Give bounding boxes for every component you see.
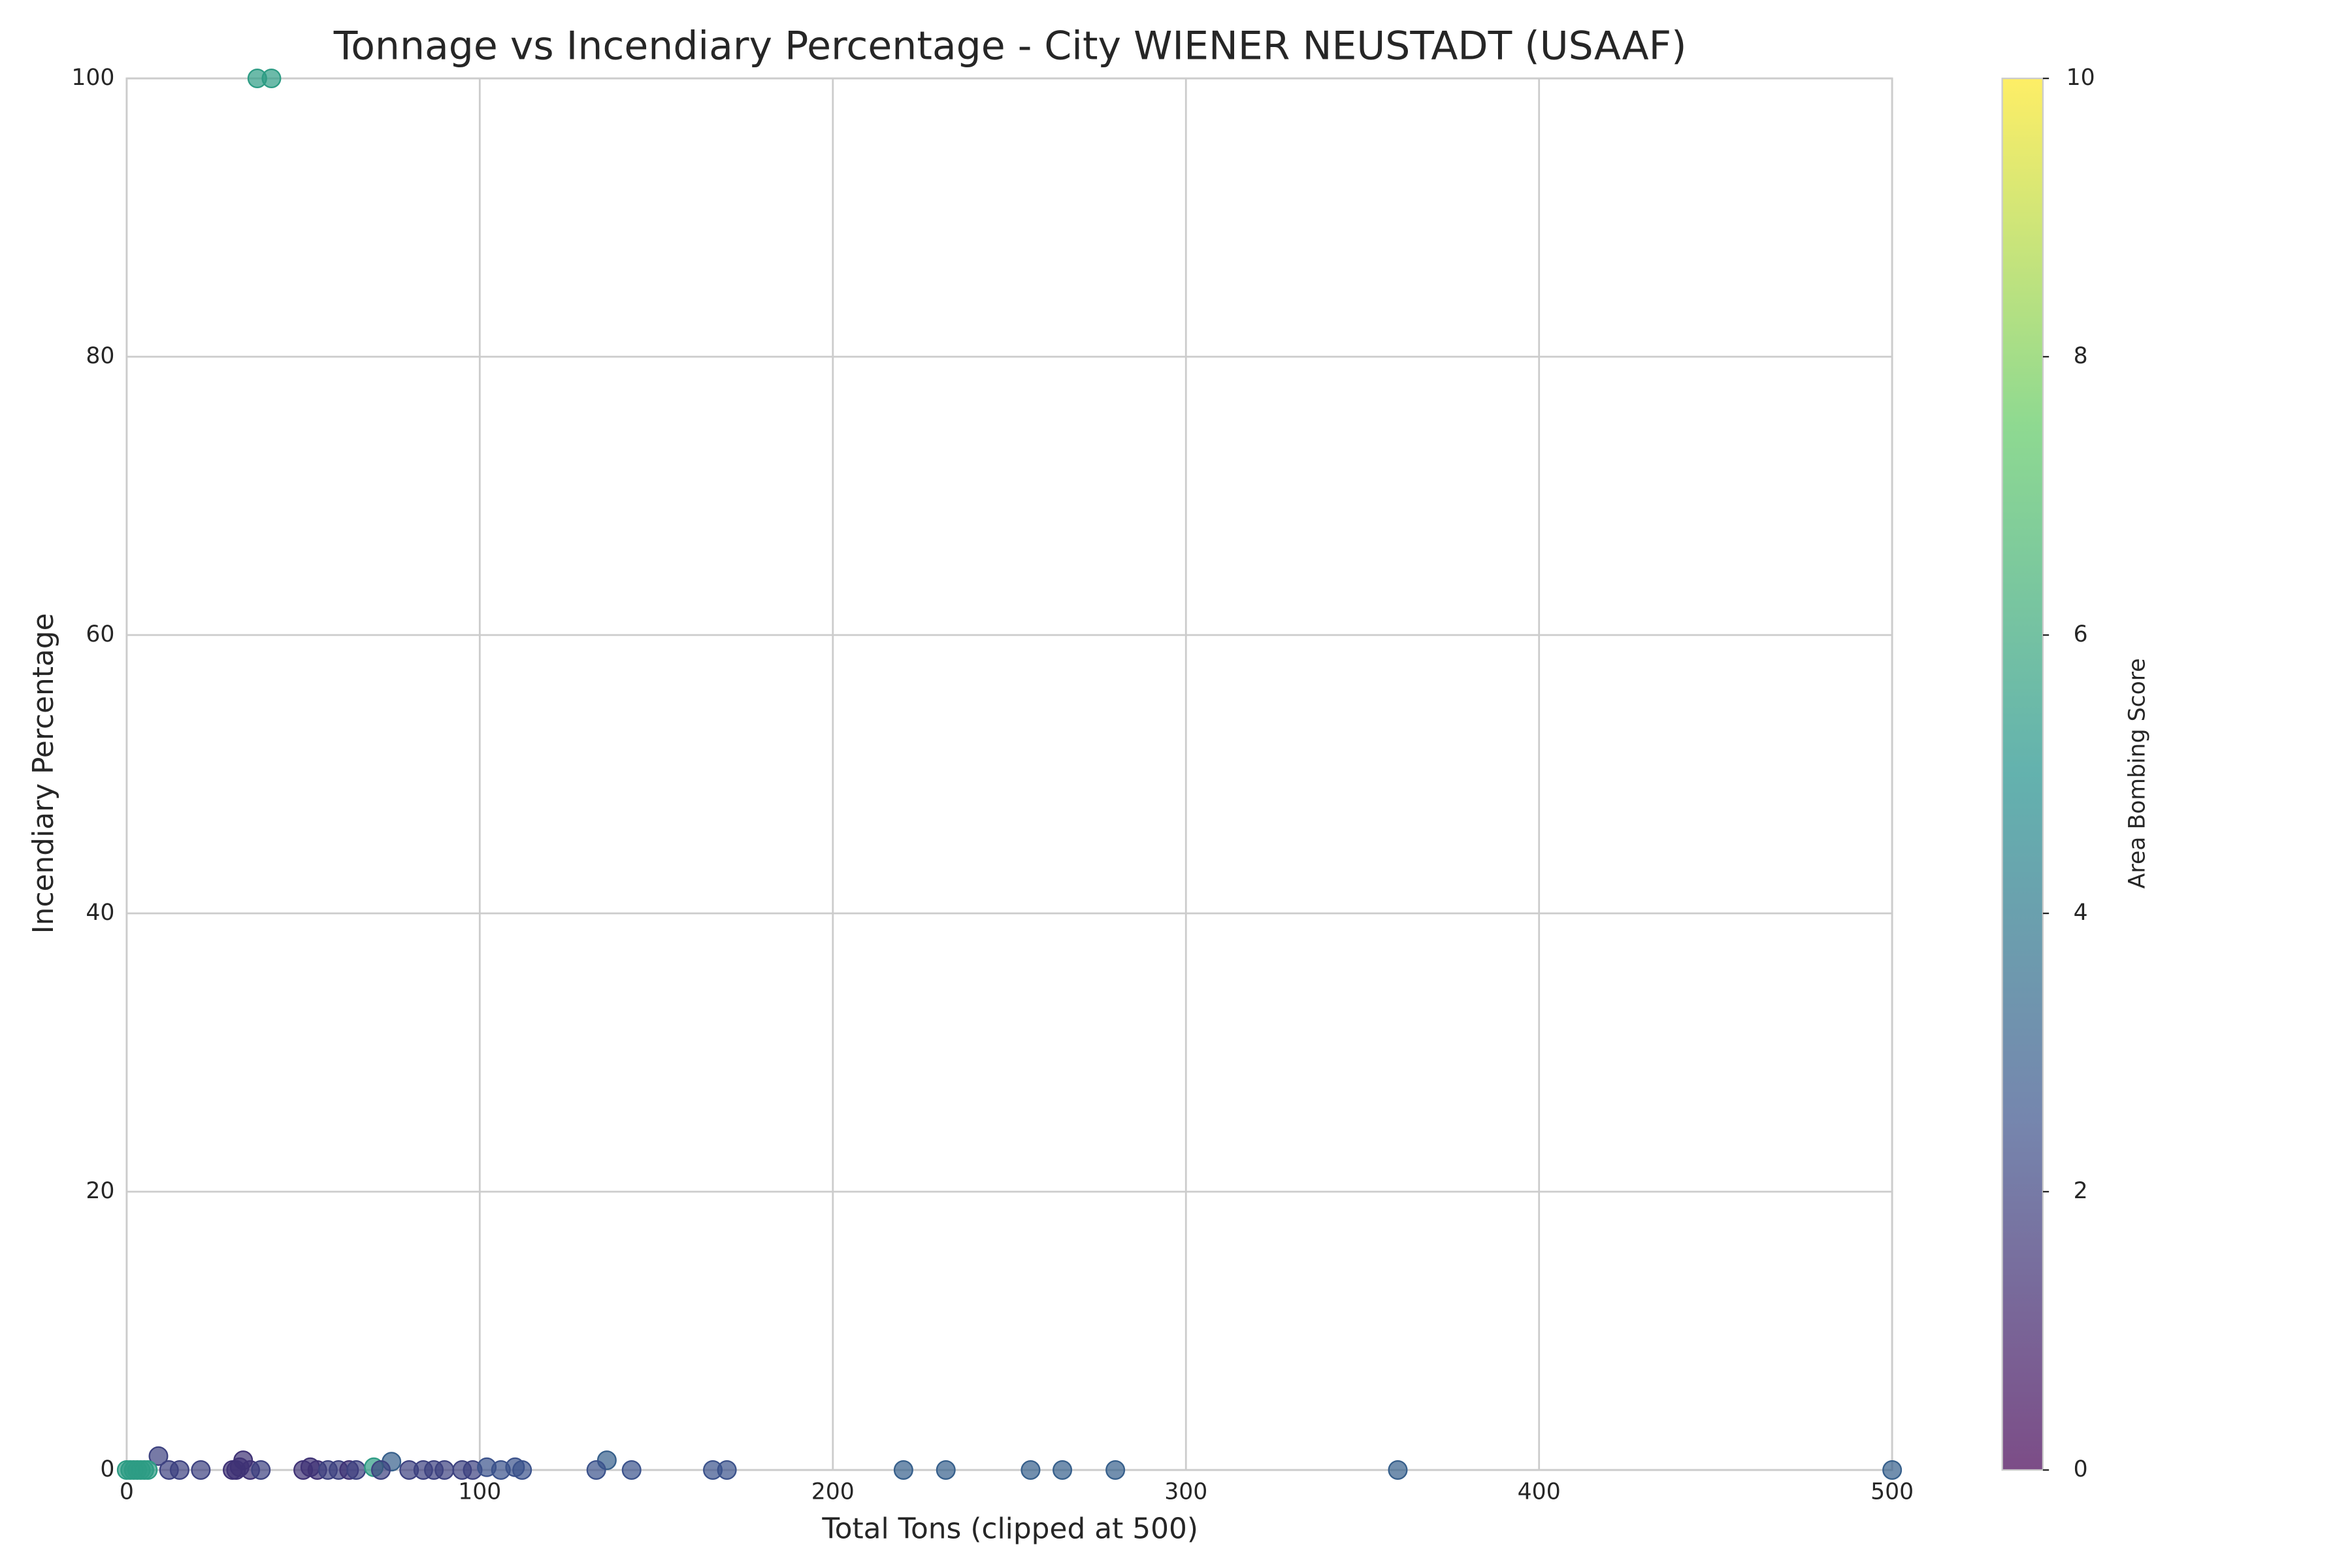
point — [621, 1460, 642, 1480]
point — [1882, 1460, 1903, 1480]
y-tick-label: 40 — [86, 900, 114, 926]
x-tick-label: 300 — [1164, 1479, 1207, 1505]
x-tick-label: 200 — [811, 1479, 855, 1505]
point — [261, 68, 282, 88]
x-tick-label: 0 — [120, 1479, 134, 1505]
point — [1021, 1460, 1041, 1480]
point — [512, 1460, 532, 1480]
colorbar-tick-label: 8 — [2074, 343, 2088, 369]
colorbar-label: Area Bombing Score — [2124, 658, 2150, 889]
colorbar-tick-label: 4 — [2074, 900, 2088, 926]
y-tick-label: 100 — [71, 65, 114, 91]
y-tick-label: 80 — [86, 343, 114, 369]
chart-title: Tonnage vs Incendiary Percentage - City … — [333, 23, 1687, 69]
y-tick-label: 60 — [86, 621, 114, 647]
x-tick-label: 400 — [1518, 1479, 1561, 1505]
x-tick-label: 100 — [458, 1479, 501, 1505]
x-tick-label: 500 — [1870, 1479, 1914, 1505]
point — [191, 1460, 211, 1480]
y-axis-label: Incendiary Percentage — [27, 613, 60, 934]
point — [148, 1446, 169, 1466]
colorbar-tick-label: 2 — [2074, 1178, 2088, 1204]
point — [1388, 1460, 1408, 1480]
point — [717, 1460, 737, 1480]
point — [1105, 1460, 1126, 1480]
point — [251, 1460, 271, 1480]
colorbar-tick-label: 6 — [2074, 621, 2088, 647]
point — [169, 1460, 189, 1480]
y-tick-label: 20 — [86, 1178, 114, 1204]
point — [434, 1460, 455, 1480]
x-axis-label: Total Tons (clipped at 500) — [821, 1512, 1198, 1545]
point — [586, 1460, 606, 1480]
colorbar-tick-label: 0 — [2074, 1456, 2088, 1482]
plot-frame — [125, 77, 1893, 1471]
colorbar — [2001, 77, 2044, 1471]
point — [936, 1460, 956, 1480]
point — [1053, 1460, 1073, 1480]
point — [346, 1460, 367, 1480]
point — [138, 1460, 158, 1480]
point — [893, 1460, 913, 1480]
point — [370, 1460, 391, 1480]
colorbar-tick-label: 10 — [2066, 65, 2095, 91]
y-tick-label: 0 — [100, 1456, 114, 1482]
